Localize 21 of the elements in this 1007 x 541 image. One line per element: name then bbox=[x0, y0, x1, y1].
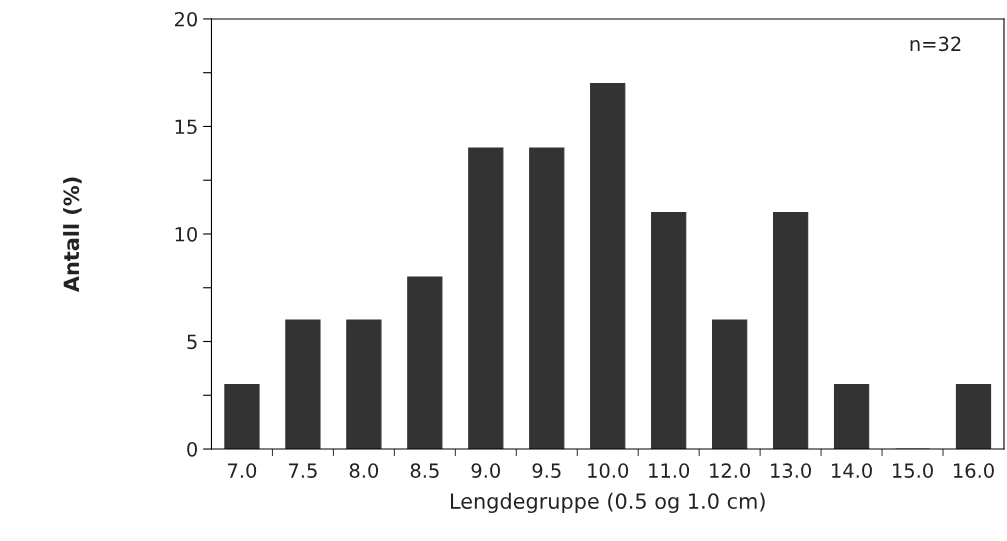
x-tick-label: 8.0 bbox=[349, 463, 379, 478]
x-axis-title: Lengdegruppe (0.5 og 1.0 cm) bbox=[451, 492, 765, 514]
y-tick-label: 10 bbox=[175, 226, 197, 242]
y-tick-label: 15 bbox=[175, 119, 197, 135]
x-tick-label: 13.0 bbox=[771, 463, 811, 478]
y-tick-label: 20 bbox=[174, 11, 197, 27]
x-tick-label: 11.0 bbox=[649, 463, 690, 478]
x-tick-label: 7.0 bbox=[228, 463, 257, 478]
x-tick-label: 12.0 bbox=[710, 463, 751, 478]
x-tick-label: 9.5 bbox=[532, 463, 561, 478]
x-tick-label: 10.0 bbox=[588, 463, 629, 478]
y-axis-title: Antall (%) bbox=[63, 177, 82, 293]
x-tick-label: 9.0 bbox=[471, 463, 500, 478]
x-tick-label: 16.0 bbox=[953, 463, 994, 478]
x-tick-label: 14.0 bbox=[832, 463, 872, 478]
y-tick-label: 5 bbox=[187, 334, 197, 350]
annotation: n=32 bbox=[910, 36, 961, 52]
x-tick-label: 7.5 bbox=[289, 463, 317, 478]
y-tick-label: 0 bbox=[187, 441, 197, 457]
x-tick-label: 15.0 bbox=[893, 463, 933, 478]
x-tick-label: 8.5 bbox=[410, 463, 439, 478]
